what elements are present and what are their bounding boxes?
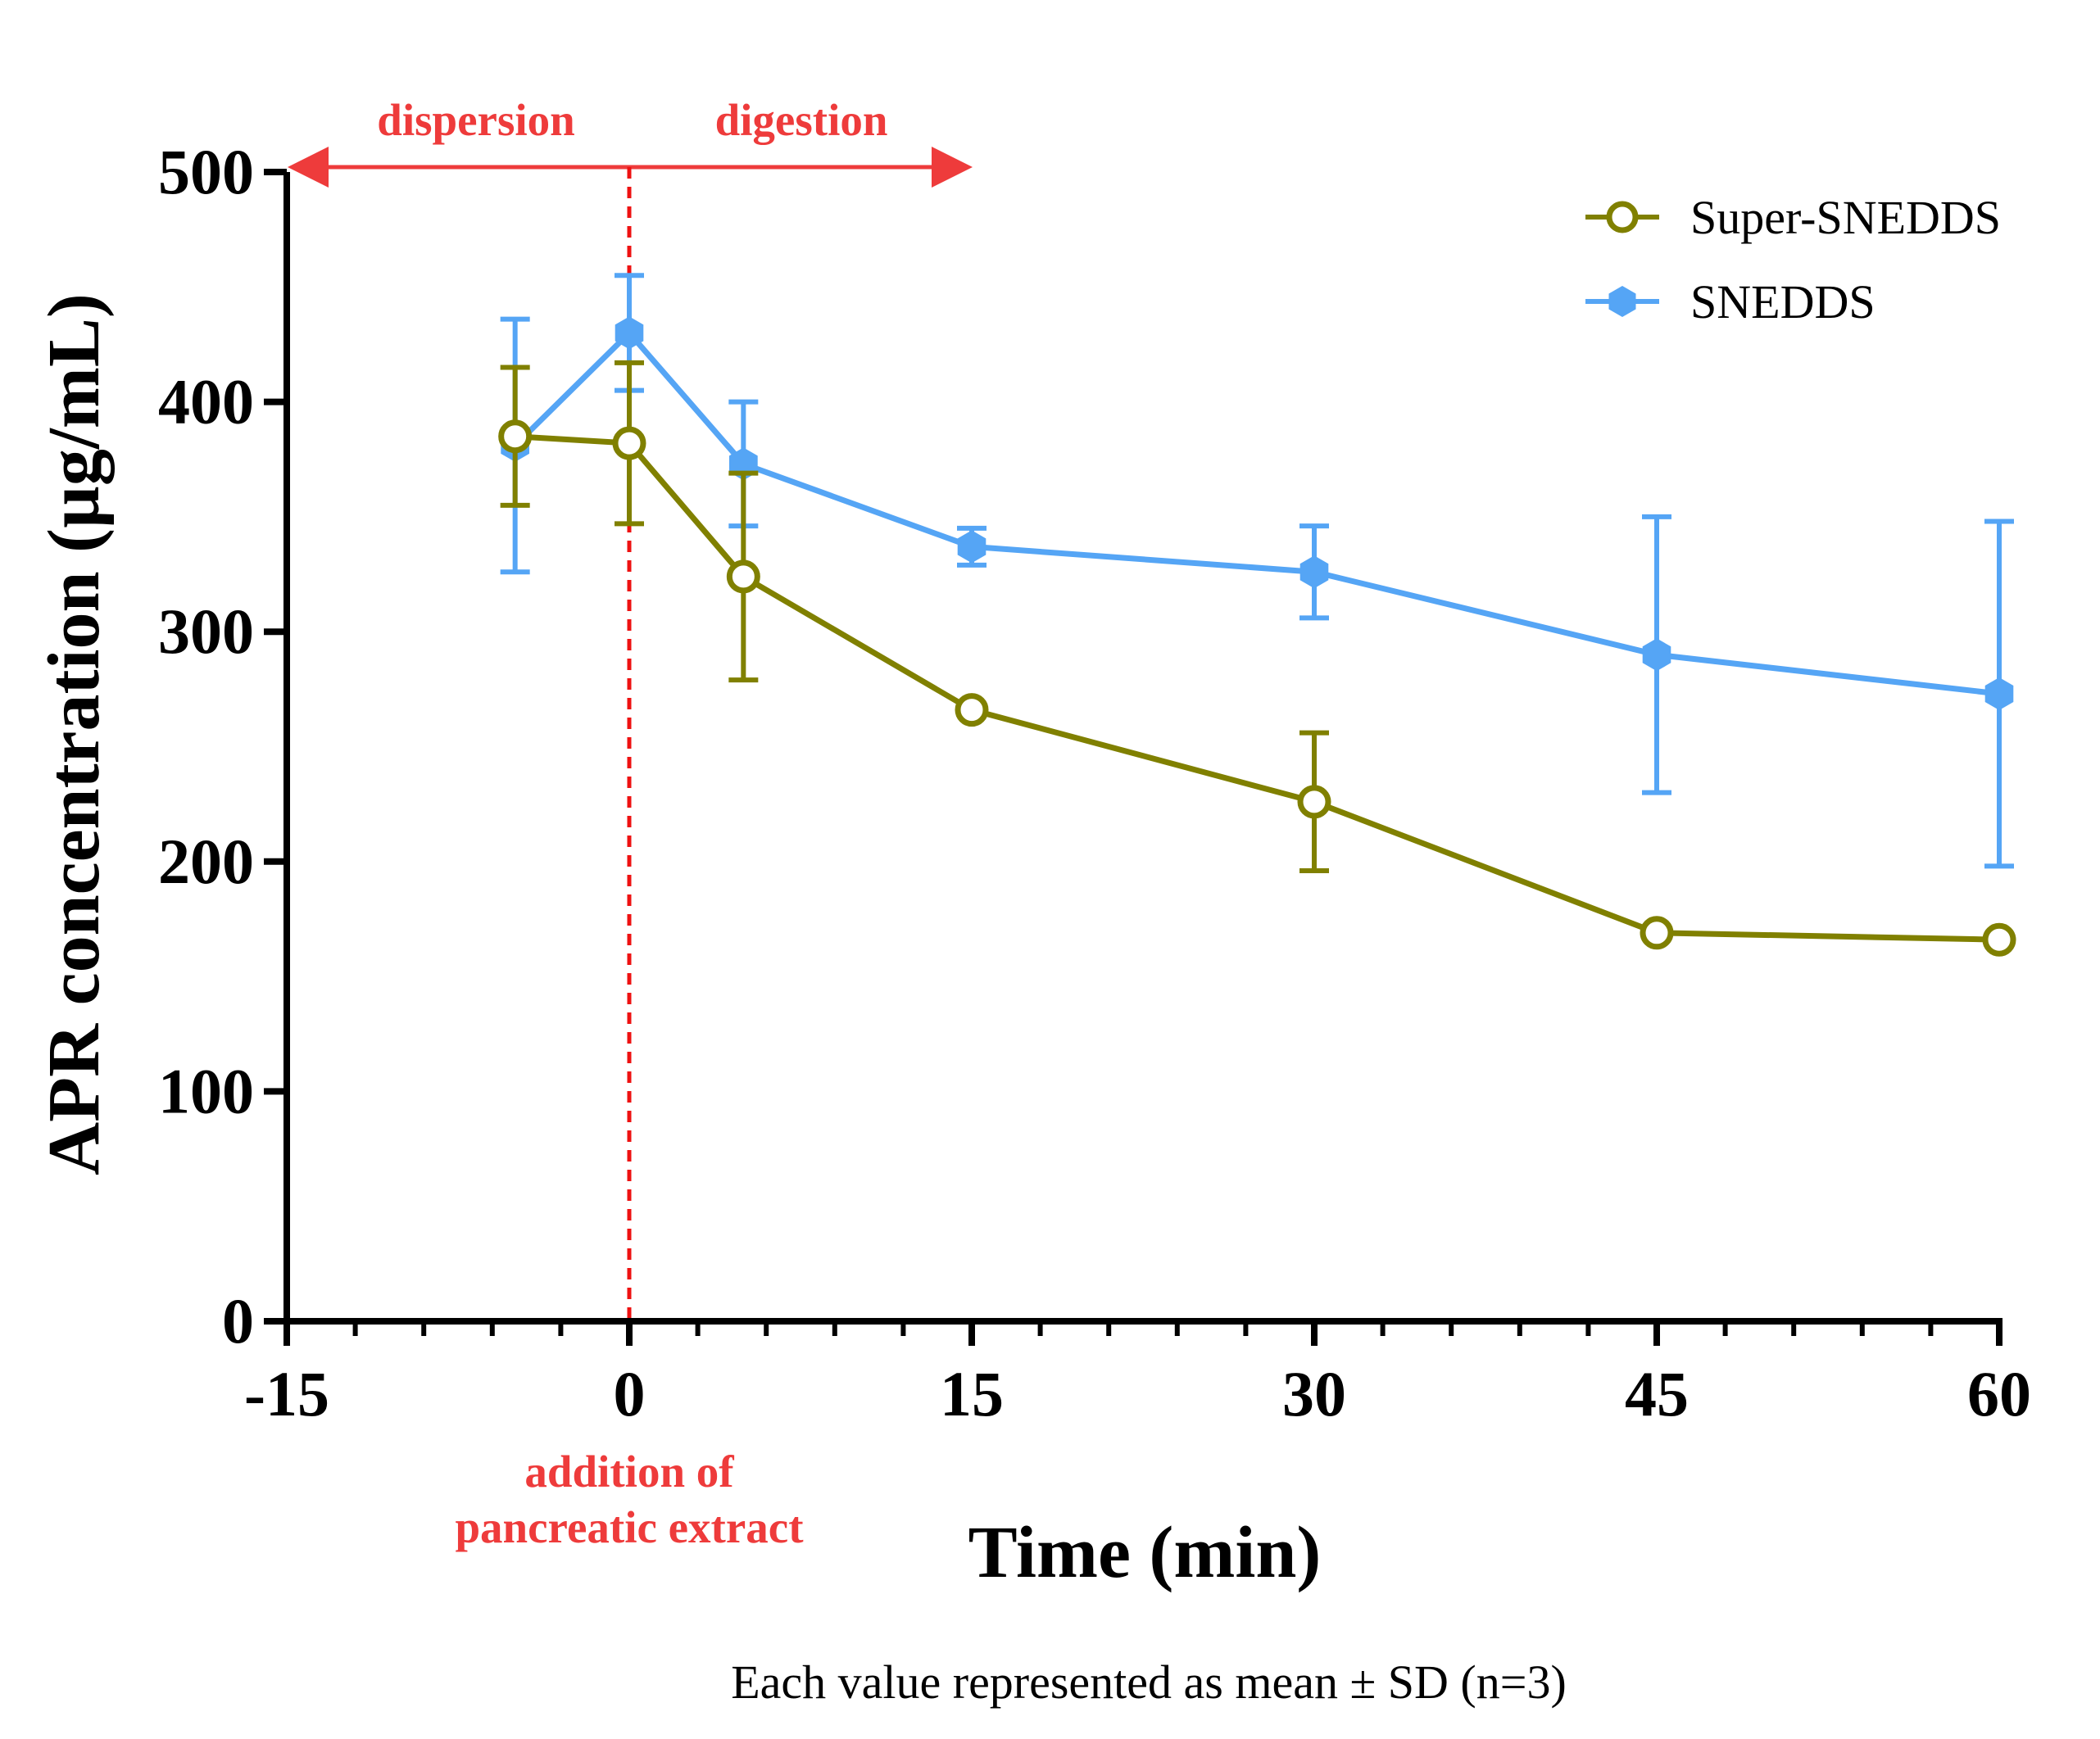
legend-item-snedds: SNEDDS [1585, 275, 1875, 328]
legend-label-snedds: SNEDDS [1690, 275, 1875, 328]
x-ticks: -15 0 15 30 45 60 [244, 1321, 2031, 1429]
legend-label-super-snedds: Super-SNEDDS [1690, 191, 2001, 244]
data-point [1982, 922, 2016, 957]
y-axis-title: APR concentration (µg/mL) [34, 293, 115, 1175]
addition-label-line2: pancreatic extract [455, 1502, 804, 1552]
x-tick-label: -15 [244, 1358, 329, 1429]
data-point [1299, 555, 1329, 589]
series-snedds [500, 273, 2014, 869]
annotation-layer: dispersion digestion addition of pancrea… [288, 95, 973, 1552]
data-point [955, 693, 989, 727]
series-line [513, 329, 2000, 697]
legend-item-super-snedds: Super-SNEDDS [1585, 191, 2001, 244]
addition-label-line1: addition of [524, 1447, 734, 1497]
y-tick-label: 200 [158, 826, 254, 897]
x-tick-label: 15 [940, 1358, 1004, 1429]
data-point [1642, 638, 1671, 672]
series-layer [498, 273, 2016, 957]
data-point [1297, 785, 1331, 819]
dispersion-label: dispersion [377, 95, 574, 145]
data-point [957, 530, 987, 564]
footnote: Each value represented as mean ± SD (n=3… [731, 1655, 1567, 1709]
x-tick-label: 0 [614, 1358, 646, 1429]
series-line [515, 433, 2000, 943]
data-point [1640, 916, 1674, 950]
series-super-snedds [498, 360, 2016, 957]
y-tick-label: 300 [158, 596, 254, 667]
legend-marker-snedds [1608, 286, 1636, 317]
legend-marker-super-snedds [1606, 201, 1639, 233]
data-point [726, 559, 760, 594]
data-point [1984, 677, 2014, 710]
data-point [498, 419, 533, 454]
y-tick-label: 400 [158, 366, 254, 437]
digestion-label: digestion [715, 95, 888, 145]
x-tick-label: 60 [1967, 1358, 2031, 1429]
y-ticks: 0 100 200 300 400 500 [158, 136, 287, 1356]
data-point [615, 316, 644, 350]
y-tick-label: 500 [158, 136, 254, 207]
x-tick-label: 45 [1625, 1358, 1689, 1429]
x-tick-label: 30 [1282, 1358, 1346, 1429]
x-axis-title: Time (min) [968, 1512, 1322, 1593]
legend: Super-SNEDDS SNEDDS [1585, 191, 2001, 328]
y-tick-label: 0 [222, 1285, 254, 1356]
data-point [612, 426, 646, 460]
y-tick-label: 100 [158, 1055, 254, 1126]
